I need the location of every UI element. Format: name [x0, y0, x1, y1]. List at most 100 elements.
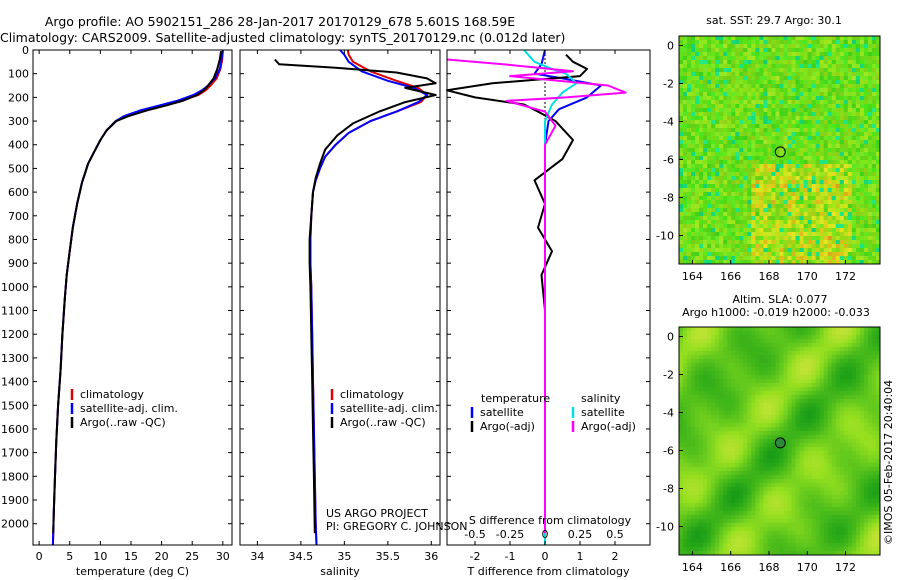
sst-cell: [859, 208, 865, 213]
sst-cell: [763, 152, 768, 157]
sst-cell: [683, 76, 688, 81]
sla-cell: [735, 487, 740, 492]
sla-cell: [735, 519, 740, 524]
sla-cell: [703, 551, 708, 556]
sst-cell: [711, 104, 716, 109]
sla-cell: [795, 495, 800, 500]
sla-cell: [747, 551, 752, 556]
sla-cell: [711, 335, 716, 340]
sst-cell: [683, 196, 688, 201]
sst-cell: [727, 68, 732, 73]
sla-cell: [739, 547, 744, 552]
sla-cell: [699, 327, 704, 332]
sst-cell: [851, 140, 857, 145]
sst-cell: [779, 100, 784, 105]
sst-cell: [851, 64, 857, 69]
sla-cell: [759, 331, 764, 336]
sst-cell: [771, 172, 776, 177]
diff-series-1: [446, 53, 588, 534]
sla-cell: [711, 411, 716, 416]
sst-cell: [683, 128, 688, 133]
sst-cell: [775, 144, 780, 149]
sst-cell: [783, 168, 788, 173]
sst-cell: [731, 172, 736, 177]
sst-cell: [839, 212, 845, 217]
sst-cell: [847, 184, 853, 189]
sla-cell: [719, 447, 724, 452]
sst-cell: [723, 144, 728, 149]
sst-cell: [759, 112, 764, 117]
sst-cell: [703, 216, 708, 221]
sla-cell: [727, 491, 732, 496]
sst-cell: [831, 84, 837, 89]
sst-cell: [751, 124, 756, 129]
sst-cell: [875, 228, 881, 233]
sst-cell: [867, 44, 873, 49]
sst-cell: [847, 224, 853, 229]
sla-cell: [795, 339, 800, 344]
sst-cell: [683, 124, 688, 129]
sla-cell: [703, 423, 708, 428]
sla-cell: [783, 379, 788, 384]
sla-cell: [743, 495, 748, 500]
sst-cell: [707, 120, 712, 125]
sla-cell: [791, 383, 796, 388]
sla-cell: [695, 551, 700, 556]
sst-cell: [735, 136, 740, 141]
sst-cell: [847, 132, 853, 137]
sla-cell: [787, 495, 792, 500]
sst-cell: [755, 236, 760, 241]
sst-cell: [799, 180, 805, 185]
sla-cell: [775, 467, 780, 472]
sst-cell: [795, 144, 800, 149]
sla-cell: [683, 375, 688, 380]
sst-ytick-label: -8: [663, 192, 674, 205]
sst-cell: [795, 152, 800, 157]
sst-cell: [723, 256, 728, 261]
sst-cell: [747, 176, 752, 181]
sst-cell: [807, 240, 813, 245]
sst-cell: [795, 132, 800, 137]
sla-cell: [783, 523, 788, 528]
sla-cell: [683, 487, 688, 492]
sst-cell: [863, 140, 869, 145]
sst-cell: [735, 220, 740, 225]
sst-cell: [739, 252, 744, 257]
sla-cell: [779, 415, 784, 420]
sst-cell: [843, 40, 849, 45]
sst-cell: [699, 236, 704, 241]
sst-cell: [763, 204, 768, 209]
sla-cell: [719, 435, 724, 440]
sst-cell: [835, 136, 841, 141]
sst-cell: [759, 104, 764, 109]
sst-cell: [687, 244, 692, 249]
sst-cell: [775, 208, 780, 213]
sla-cell: [739, 335, 744, 340]
sst-ytick-label: -4: [663, 116, 674, 129]
sla-cell: [771, 515, 776, 520]
sst-cell: [839, 44, 845, 49]
sla-cell: [679, 339, 684, 344]
sla-cell: [747, 367, 752, 372]
sla-cell: [683, 527, 688, 532]
diff-legend-label: Argo(-adj): [480, 420, 535, 433]
sst-cell: [739, 184, 744, 189]
sla-cell: [695, 423, 700, 428]
sst-cell: [723, 96, 728, 101]
sla-cell: [771, 531, 776, 536]
sla-cell: [735, 535, 740, 540]
sst-cell: [771, 52, 776, 57]
sla-cell: [783, 543, 788, 548]
sst-cell: [699, 76, 704, 81]
sla-cell: [731, 551, 736, 556]
sla-cell: [731, 523, 736, 528]
sst-cell: [803, 220, 809, 225]
sst-cell: [771, 116, 776, 121]
sla-cell: [739, 419, 744, 424]
sst-cell: [839, 252, 845, 257]
sst-cell: [875, 252, 881, 257]
sst-cell: [831, 232, 837, 237]
sla-cell: [735, 387, 740, 392]
sla-cell: [755, 379, 760, 384]
sla-cell: [707, 431, 712, 436]
